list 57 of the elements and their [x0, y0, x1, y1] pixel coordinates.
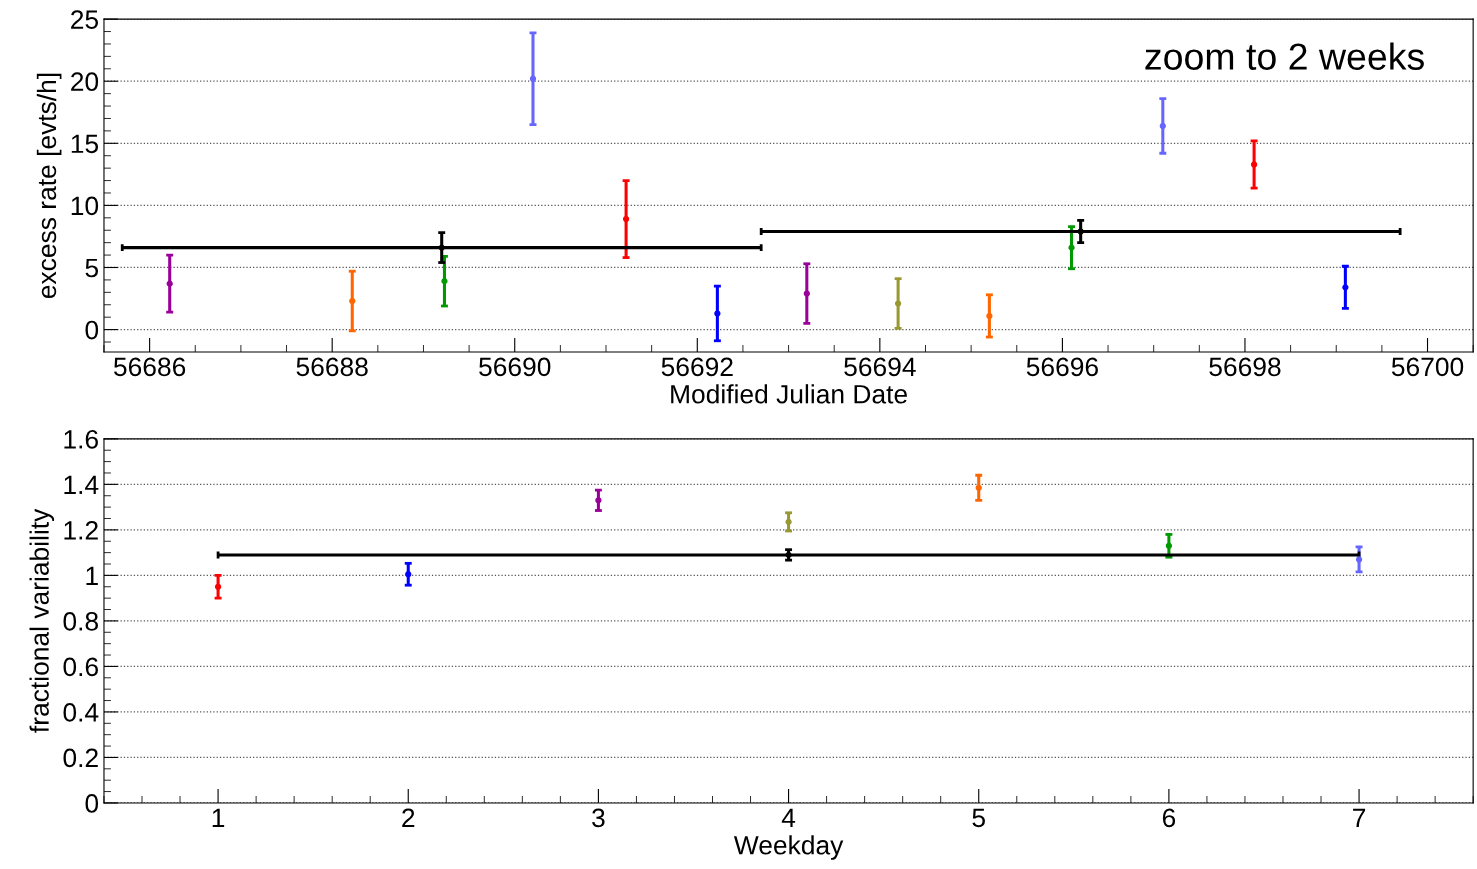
point: [714, 310, 721, 317]
point: [803, 290, 810, 297]
x-tick-label: 56698: [1209, 357, 1281, 377]
x-tick-label: 7: [1353, 808, 1366, 827]
y-axis-title: excess rate [evts/h]: [36, 73, 62, 299]
x-tick-label: 1: [212, 808, 225, 827]
x-tick-label: 6: [1162, 808, 1176, 828]
x-tick-label: 56696: [1026, 357, 1098, 377]
point: [785, 518, 792, 526]
y-tick-label: 5: [85, 258, 99, 278]
point: [1077, 228, 1084, 235]
x-axis-title: Weekday: [733, 835, 844, 860]
y-tick-label: 0.2: [63, 748, 98, 768]
point: [1165, 542, 1173, 549]
x-tick-label: 56686: [113, 357, 186, 377]
x-tick-label: 5: [972, 808, 985, 828]
point: [441, 278, 448, 285]
point: [1068, 244, 1075, 251]
point: [986, 312, 993, 320]
x-tick-label: 56690: [479, 357, 551, 377]
y-tick-label: 25: [71, 10, 99, 29]
x-tick-label: 56688: [296, 357, 368, 377]
y-tick-label: 20: [71, 72, 99, 92]
point: [405, 571, 412, 578]
point: [529, 75, 537, 82]
point: [349, 297, 356, 305]
point: [595, 497, 602, 504]
point: [622, 215, 630, 223]
point: [1159, 122, 1166, 130]
point: [438, 244, 445, 251]
y-tick-label: 1.6: [64, 429, 98, 449]
y-tick-label: 0: [85, 794, 99, 813]
y-tick-label: 0.8: [63, 612, 98, 631]
y-tick-label: 15: [71, 134, 99, 154]
y-tick-label: 1: [86, 566, 98, 585]
x-tick-label: 4: [781, 808, 796, 827]
x-axis-title: Modified Julian Date: [671, 384, 907, 404]
point: [894, 300, 902, 307]
point: [1250, 161, 1258, 168]
x-tick-label: 56694: [844, 357, 916, 377]
point: [214, 583, 222, 590]
y-tick-label: 0: [85, 320, 99, 340]
y-tick-label: 1.4: [64, 475, 99, 494]
x-tick-label: 56700: [1391, 357, 1464, 377]
point: [975, 484, 982, 491]
y-tick-label: 0.4: [63, 703, 99, 722]
y-tick-label: 10: [71, 196, 99, 216]
point: [1342, 284, 1349, 291]
x-tick-label: 56692: [661, 357, 733, 377]
y-axis-title: fractional variability: [29, 508, 55, 733]
y-tick-label: 1.2: [64, 521, 98, 540]
annotation: zoom to 2 weeks: [1145, 42, 1424, 70]
y-tick-label: 0.6: [63, 657, 98, 677]
point: [1355, 556, 1363, 563]
point: [166, 280, 173, 287]
x-tick-label: 3: [592, 808, 605, 828]
x-tick-label: 2: [402, 808, 415, 827]
